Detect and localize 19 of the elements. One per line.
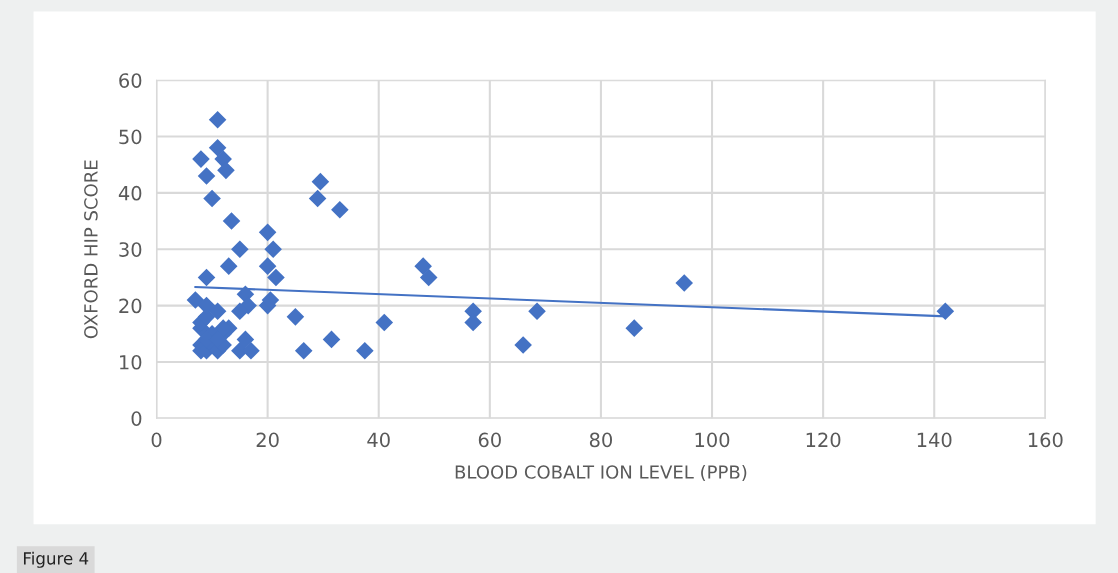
x-tick-label: 120 (806, 432, 841, 448)
y-tick-label: 20 (119, 298, 142, 314)
y-tick-label: 0 (131, 411, 142, 426)
x-tick-label: 140 (917, 432, 952, 448)
y-tick-label: 40 (118, 185, 142, 201)
x-tick-label: 0 (151, 432, 162, 448)
y-axis-title: OXFORD HIP SCORE (84, 160, 98, 339)
y-tick-label: 10 (120, 354, 142, 370)
y-tick-label: 30 (119, 242, 142, 257)
x-axis-title: BLOOD COBALT ION LEVEL (PPB) (455, 464, 747, 481)
caption: Figure 4 (24, 551, 89, 568)
y-tick-label: 60 (119, 73, 142, 88)
x-tick-label: 80 (589, 432, 612, 448)
x-tick-label: 20 (256, 432, 279, 448)
x-tick-label: 160 (1028, 432, 1063, 448)
x-tick-label: 60 (478, 432, 501, 448)
x-tick-label: 40 (367, 432, 390, 448)
x-tick-label: 100 (695, 432, 730, 448)
y-tick-label: 50 (119, 129, 142, 145)
